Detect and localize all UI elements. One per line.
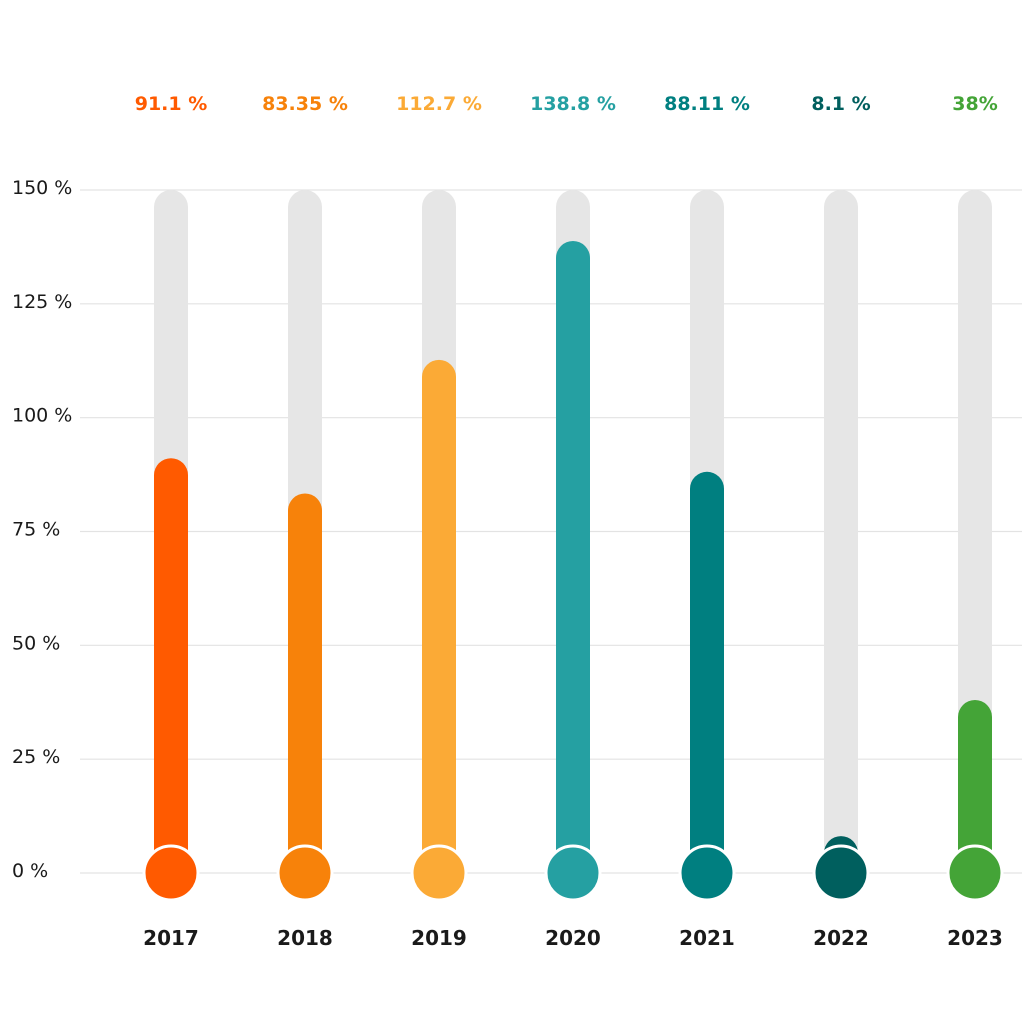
bar-bulb bbox=[946, 844, 1004, 902]
thermometer-2020 bbox=[544, 190, 602, 902]
bar-fill bbox=[556, 240, 590, 874]
bar-track bbox=[824, 190, 858, 873]
y-tick-label: 100 % bbox=[12, 405, 72, 427]
y-tick-label: 150 % bbox=[12, 177, 72, 199]
bar-bulb bbox=[678, 844, 736, 902]
bar-bulb bbox=[276, 844, 334, 902]
thermometer-2017 bbox=[142, 190, 200, 902]
bar-bulb bbox=[142, 844, 200, 902]
thermometer-2018 bbox=[276, 190, 334, 902]
data-label: 112.7 % bbox=[396, 93, 482, 115]
bar-fill bbox=[288, 493, 322, 873]
x-tick-label: 2019 bbox=[411, 926, 467, 950]
data-label: 38% bbox=[952, 93, 997, 115]
bar-fill bbox=[958, 699, 992, 873]
data-label: 83.35 % bbox=[262, 93, 348, 115]
y-tick-label: 75 % bbox=[12, 519, 60, 541]
y-tick-label: 125 % bbox=[12, 291, 72, 313]
data-label: 91.1 % bbox=[135, 93, 208, 115]
y-tick-label: 25 % bbox=[12, 746, 60, 768]
bar-bulb bbox=[812, 844, 870, 902]
data-label: 88.11 % bbox=[664, 93, 750, 115]
y-axis-tick-labels: 0 % 25 % 50 % 75 % 100 % 125 % 150 % bbox=[12, 177, 72, 882]
bar-fill bbox=[154, 458, 188, 873]
data-label: 138.8 % bbox=[530, 93, 616, 115]
thermometer-2022 bbox=[812, 190, 870, 902]
thermometer-2019 bbox=[410, 190, 468, 902]
bar-bulb bbox=[544, 844, 602, 902]
x-tick-label: 2021 bbox=[679, 926, 735, 950]
y-tick-label: 0 % bbox=[12, 860, 48, 882]
bar-fill bbox=[690, 471, 724, 873]
bar-track bbox=[958, 190, 992, 873]
x-axis-category-labels: 2017 2018 2019 2020 2021 2022 2023 bbox=[143, 926, 1003, 950]
x-tick-label: 2017 bbox=[143, 926, 199, 950]
bars bbox=[142, 190, 1004, 902]
x-tick-label: 2020 bbox=[545, 926, 601, 950]
data-label: 8.1 % bbox=[811, 93, 870, 115]
x-tick-label: 2022 bbox=[813, 926, 869, 950]
bar-fill bbox=[422, 359, 456, 873]
grid-lines bbox=[80, 189, 1022, 874]
x-tick-label: 2018 bbox=[277, 926, 333, 950]
y-tick-label: 50 % bbox=[12, 632, 60, 654]
x-tick-label: 2023 bbox=[947, 926, 1003, 950]
thermometer-2021 bbox=[678, 190, 736, 902]
bar-bulb bbox=[410, 844, 468, 902]
thermometer-2023 bbox=[946, 190, 1004, 902]
value-labels: 91.1 % 83.35 % 112.7 % 138.8 % 88.11 % 8.1 % 3… bbox=[135, 93, 998, 115]
